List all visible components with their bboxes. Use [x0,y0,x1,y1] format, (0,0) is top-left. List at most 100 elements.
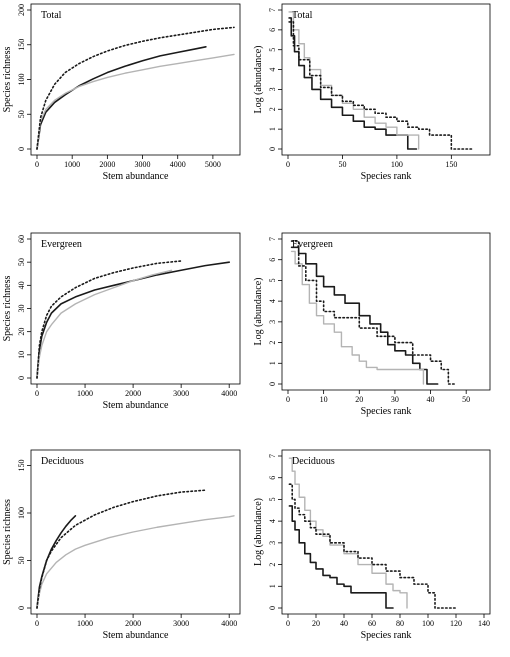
series-black-line [288,505,394,609]
y-tick-label: 0 [17,606,26,610]
y-tick-label: 3 [268,541,277,545]
x-tick-label: 80 [396,619,404,628]
series-dotted-line [288,483,457,609]
y-tick-label: 20 [17,328,26,336]
x-tick-label: 3000 [135,160,151,169]
y-tick-label: 6 [268,476,277,480]
x-tick-label: 0 [35,619,39,628]
y-tick-label: 100 [17,74,26,86]
y-tick-label: 50 [17,110,26,118]
x-tick-label: 1000 [77,619,93,628]
y-tick-label: 60 [17,235,26,243]
x-tick-label: 40 [340,619,348,628]
y-tick-label: 40 [17,281,26,289]
y-tick-label: 2 [268,563,277,567]
x-tick-label: 0 [35,160,39,169]
x-axis-label: Species rank [361,630,412,641]
y-tick-label: 7 [268,8,277,12]
y-tick-label: 3 [268,320,277,324]
y-tick-label: 0 [17,147,26,151]
x-tick-label: 1000 [64,160,80,169]
y-tick-label: 2 [268,107,277,111]
y-tick-label: 200 [17,4,26,16]
series-gray-line [288,11,420,150]
series-dotted-line [288,21,474,150]
series-black-line [290,246,439,385]
x-axis-label: Stem abundance [103,171,169,182]
panel-rank_evergreen: 0 10 20 30 40 50 0 1 2 3 4 5 6 7 Species rank Log (abun… [253,232,491,417]
y-tick-label: 5 [268,48,277,52]
panel-rare_evergreen: 0 1000 2000 3000 4000 0 10 20 30 40 50 60 Stem abund… [2,232,241,411]
x-axis-label: Stem abundance [103,400,169,411]
y-tick-label: 4 [268,68,277,72]
y-axis-label: Species richness [2,46,13,112]
x-tick-label: 0 [286,619,290,628]
panel-title: Total [41,10,62,21]
y-tick-label: 0 [17,376,26,380]
x-tick-label: 50 [462,395,470,404]
plot-frame [30,232,241,385]
y-tick-label: 3 [268,87,277,91]
x-tick-label: 10 [320,395,328,404]
x-tick-label: 0 [35,389,39,398]
y-tick-label: 5 [268,497,277,501]
x-tick-label: 100 [422,619,434,628]
plot-frame [281,232,491,391]
x-tick-label: 4000 [221,389,237,398]
y-tick-label: 10 [17,351,26,359]
panel-rank_deciduous: 0 20 40 60 80 100 120 140 0 1 2 3 4 5 6 7 Species rank Lo… [253,449,491,641]
y-tick-label: 1 [268,361,277,365]
x-tick-label: 3000 [173,619,189,628]
x-axis-label: Species rank [361,171,412,182]
y-axis-label: Log (abundance) [253,277,264,345]
panel-title: Total [292,10,313,21]
y-tick-label: 7 [268,454,277,458]
x-tick-label: 3000 [173,389,189,398]
panel-title: Deciduous [292,456,335,467]
series-black-line [36,261,230,379]
y-tick-label: 0 [268,147,277,151]
x-tick-label: 2000 [99,160,115,169]
x-axis-label: Stem abundance [103,630,169,641]
y-tick-label: 4 [268,299,277,303]
y-tick-label: 100 [17,507,26,519]
x-tick-label: 1000 [77,389,93,398]
series-gray-line [36,53,235,150]
series-dotted-line [36,260,182,379]
y-tick-label: 50 [17,557,26,565]
x-axis-label: Species rank [361,406,412,417]
panel-title: Evergreen [292,239,333,250]
y-tick-label: 7 [268,237,277,241]
series-dotted-line [36,26,235,150]
x-tick-label: 4000 [221,619,237,628]
y-axis-label: Log (abundance) [253,498,264,566]
panel-title: Evergreen [41,239,82,250]
panel-rare_total: 0 1000 2000 3000 4000 5000 0 50 100 150 200 Stem ab… [2,3,241,182]
x-tick-label: 5000 [205,160,221,169]
plot-frame [30,449,241,615]
series-gray-line [290,250,425,385]
plot-frame [30,3,241,156]
y-tick-label: 6 [268,258,277,262]
x-tick-label: 2000 [125,619,141,628]
y-tick-label: 150 [17,460,26,472]
x-tick-label: 40 [427,395,435,404]
x-tick-label: 0 [286,395,290,404]
plot-frame [281,449,491,615]
series-gray-line [36,269,173,379]
series-dotted-line [290,240,457,385]
y-tick-label: 0 [268,606,277,610]
y-axis-label: Species richness [2,499,13,565]
series-gray-line [36,515,235,609]
y-axis-label: Species richness [2,275,13,341]
x-tick-label: 50 [338,160,346,169]
panel-rare_deciduous: 0 1000 2000 3000 4000 0 50 100 150 Stem abundance… [2,449,241,641]
y-tick-label: 0 [268,382,277,386]
y-tick-label: 6 [268,28,277,32]
x-tick-label: 0 [286,160,290,169]
y-axis-label: Log (abundance) [253,45,264,113]
x-tick-label: 140 [478,619,490,628]
x-tick-label: 100 [391,160,403,169]
x-tick-label: 30 [391,395,399,404]
